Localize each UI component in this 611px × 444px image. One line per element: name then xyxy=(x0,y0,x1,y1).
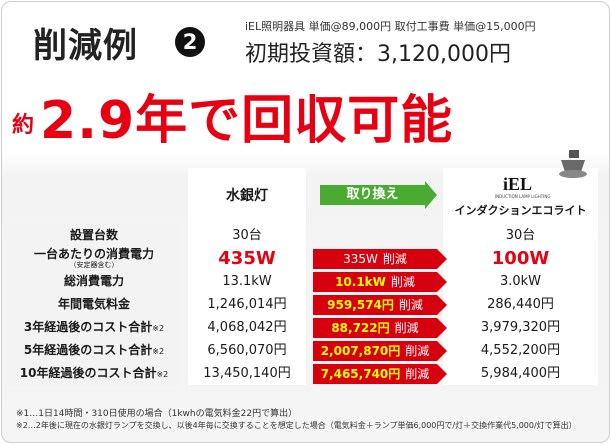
row-label-text: 設置台数 xyxy=(69,228,118,242)
mercury-value: 30台 xyxy=(188,224,306,247)
iel-logo-caption: INDUCTION LAMP LIGHTING xyxy=(495,194,551,199)
row-label-text: 総消費電力 xyxy=(63,274,124,288)
iel-value: 30台 xyxy=(443,224,598,247)
row-label-text: 一台あたりの消費電力 xyxy=(33,247,154,261)
reduction-arrow: 2,007,870円 削減 xyxy=(313,341,447,361)
row-label-text: 5年経過後のコスト合計 xyxy=(23,343,153,357)
column-header-iel: iEL INDUCTION LAMP LIGHTING インダクションエコライト xyxy=(443,150,598,224)
reduction-suffix: 削減 xyxy=(382,252,407,266)
lamp-icon xyxy=(559,150,587,178)
reduction-value: 7,465,740円 xyxy=(320,367,401,381)
row-label-text: 3年経過後のコスト合計 xyxy=(23,320,153,334)
row-sublabel: （安定器含む） xyxy=(69,261,119,269)
row-label: 設置台数 xyxy=(8,224,180,247)
row-label: 10年経過後のコスト合計※2 xyxy=(8,362,180,385)
row-label-text: 年間電気料金 xyxy=(57,297,130,311)
reduction-arrow: 88,722円 削減 xyxy=(313,318,447,338)
initial-investment: 初期投資額：3,120,000円 xyxy=(245,42,511,67)
reduction-value: 10.1kW xyxy=(335,275,386,289)
reduction-value: 2,007,870円 xyxy=(320,344,401,358)
row-note: ※2 xyxy=(152,347,165,356)
row-note: ※2 xyxy=(156,370,169,379)
reduction-value: 88,722円 xyxy=(331,321,390,335)
reduction-suffix: 削減 xyxy=(398,298,423,312)
mercury-value: 1,246,014円 xyxy=(188,293,306,316)
iel-logo: iEL xyxy=(503,174,533,194)
reduction-suffix: 削減 xyxy=(405,344,430,358)
column-header-mercury: 水銀灯 xyxy=(188,168,306,224)
row-label: 3年経過後のコスト合計※2 xyxy=(8,316,180,339)
payback-headline: 約 2.9年で回収可能 xyxy=(12,78,453,153)
reduction-suffix: 削減 xyxy=(390,275,415,289)
mercury-value: 435W xyxy=(188,247,306,270)
footnote-1: ※1…1日14時間・310日使用の場合（1kwhの電気料金22円で算出） xyxy=(16,409,298,419)
reduction-value: 335W xyxy=(343,252,378,266)
iel-value: 5,984,400円 xyxy=(443,362,598,385)
row-label: 5年経過後のコスト合計※2 xyxy=(8,339,180,362)
iel-product-name: インダクションエコライト xyxy=(454,204,587,217)
mercury-value: 13.1kW xyxy=(188,270,306,293)
price-note: iEL照明器具 単価@89,000円 取付工事費 単価@15,000円 xyxy=(245,20,536,33)
iel-value: 100W xyxy=(443,247,598,270)
mercury-value: 6,560,070円 xyxy=(188,339,306,362)
replace-arrow: 取り換え xyxy=(320,181,437,209)
headline-prefix: 約 xyxy=(12,113,35,138)
reduction-suffix: 削減 xyxy=(405,367,430,381)
page-title: 削減例 xyxy=(33,26,138,66)
reduction-suffix: 削減 xyxy=(394,321,419,335)
headline-text: 2.9年で回収可能 xyxy=(40,91,454,151)
row-label: 一台あたりの消費電力 （安定器含む） xyxy=(8,247,180,270)
row-label: 総消費電力 xyxy=(8,270,180,293)
iel-value: 3.0kW xyxy=(443,270,598,293)
example-number-badge: 2 xyxy=(175,27,205,57)
reduction-arrow: 335W 削減 xyxy=(313,249,447,269)
reduction-arrow: 7,465,740円 削減 xyxy=(313,364,447,384)
iel-value: 4,552,200円 xyxy=(443,339,598,362)
reduction-arrow: 10.1kW 削減 xyxy=(313,272,447,292)
row-note: ※2 xyxy=(152,324,165,333)
row-label: 年間電気料金 xyxy=(8,293,180,316)
reduction-value: 959,574円 xyxy=(327,298,394,312)
mercury-value: 13,450,140円 xyxy=(188,362,306,385)
mercury-value: 4,068,042円 xyxy=(188,316,306,339)
reduction-arrow: 959,574円 削減 xyxy=(313,295,447,315)
footnote-2: ※2…2年後に現在の水銀灯ランプを交換し、以後4年毎に交換することを想定した場合… xyxy=(16,421,577,430)
iel-value: 3,979,320円 xyxy=(443,316,598,339)
iel-value: 286,440円 xyxy=(443,293,598,316)
row-label-text: 10年経過後のコスト合計 xyxy=(19,366,157,380)
